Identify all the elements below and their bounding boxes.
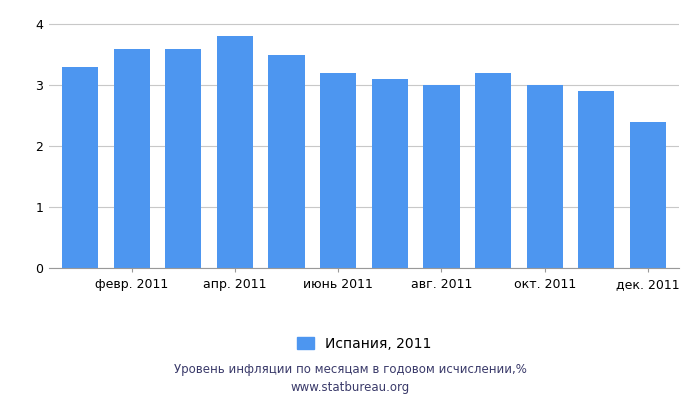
Legend: Испания, 2011: Испания, 2011	[291, 331, 437, 356]
Bar	[62, 67, 98, 268]
Bar	[217, 36, 253, 268]
Bar	[269, 55, 304, 268]
Bar	[113, 48, 150, 268]
Text: www.statbureau.org: www.statbureau.org	[290, 382, 410, 394]
Bar	[372, 79, 408, 268]
Bar	[424, 85, 459, 268]
Bar	[578, 91, 615, 268]
Bar	[165, 48, 202, 268]
Text: Уровень инфляции по месяцам в годовом исчислении,%: Уровень инфляции по месяцам в годовом ис…	[174, 364, 526, 376]
Bar	[320, 73, 356, 268]
Bar	[475, 73, 511, 268]
Bar	[526, 85, 563, 268]
Bar	[630, 122, 666, 268]
